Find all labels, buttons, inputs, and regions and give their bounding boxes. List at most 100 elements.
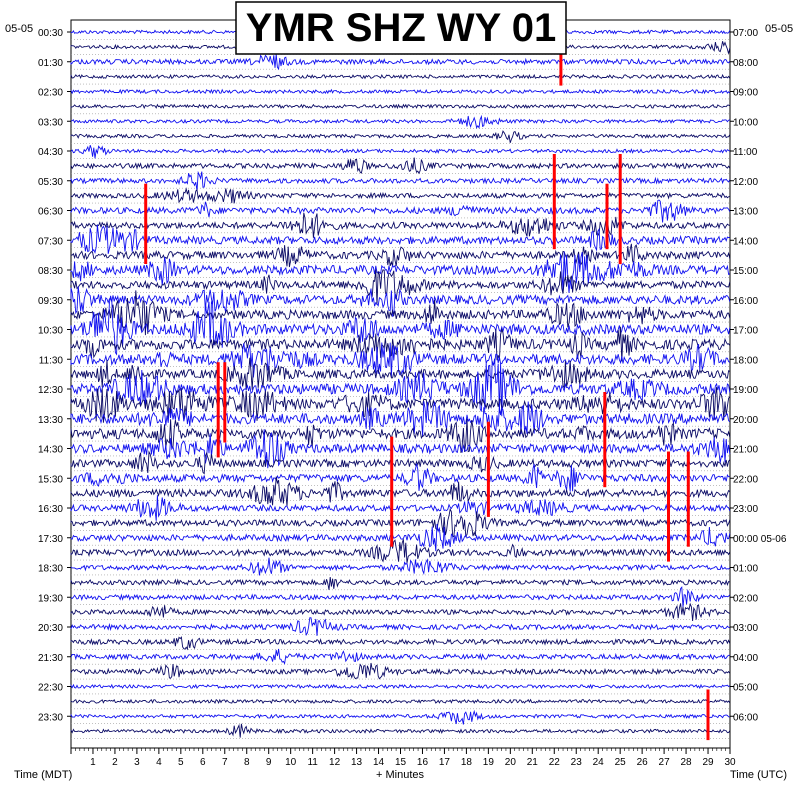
trace-row	[70, 577, 730, 590]
left-time-label: 21:30	[38, 653, 63, 664]
left-time-label: 18:30	[38, 564, 63, 575]
minute-tick-label: 20	[505, 757, 517, 768]
trace-layer	[70, 24, 731, 738]
right-time-label: 14:00	[733, 236, 758, 247]
trace-row	[70, 617, 730, 637]
clipped-event	[618, 154, 622, 265]
minute-tick-label: 18	[461, 757, 473, 768]
minute-tick-label: 28	[681, 757, 693, 768]
minute-tick-label: 27	[659, 757, 671, 768]
left-time-label: 20:30	[38, 623, 63, 634]
right-time-label: 16:00	[733, 296, 758, 307]
trace-row	[70, 698, 731, 705]
minute-tick-label: 14	[373, 757, 385, 768]
right-time-label: 19:00	[733, 385, 758, 396]
trace-row	[70, 648, 730, 665]
left-time-label: 05:30	[38, 177, 63, 188]
trace-row	[70, 476, 731, 507]
left-time-label: 12:30	[38, 385, 63, 396]
trace-row	[70, 636, 731, 651]
minute-tick-label: 10	[285, 757, 297, 768]
right-time-label: 21:00	[733, 445, 758, 456]
trace-row	[70, 342, 731, 378]
trace-row	[70, 114, 730, 129]
right-time-label: 00:00 05-06	[733, 534, 787, 545]
right-time-label: 17:00	[733, 326, 758, 337]
clipped-event	[216, 362, 220, 458]
clipped-event	[603, 392, 607, 488]
ytick-layer: 00:30 01:30 02:30 03:30 04:30 05:30 06:30 07:30…	[38, 28, 787, 723]
left-time-label: 22:30	[38, 683, 63, 694]
minute-tick-label: 29	[702, 757, 714, 768]
minute-tick-label: 24	[593, 757, 605, 768]
right-time-label: 20:00	[733, 415, 758, 426]
left-date-label: 05-05	[5, 23, 33, 35]
trace-row	[70, 450, 731, 475]
clipped-event	[486, 421, 490, 517]
trace-row	[70, 73, 731, 80]
left-time-label: 07:30	[38, 236, 63, 247]
trace-row	[70, 286, 731, 318]
x-axis-label: + Minutes	[376, 769, 424, 781]
trace-row	[70, 463, 730, 492]
minute-tick-label: 12	[329, 757, 341, 768]
minute-tick-label: 13	[351, 757, 363, 768]
minute-tick-label: 4	[156, 757, 162, 768]
clipped-event	[552, 154, 556, 250]
left-time-label: 00:30	[38, 28, 63, 39]
trace-row	[70, 662, 731, 680]
trace-row	[70, 103, 731, 110]
trace-row	[70, 358, 731, 417]
right-time-label: 22:00	[733, 474, 758, 485]
trace-row	[70, 357, 731, 391]
right-time-label: 01:00	[733, 564, 758, 575]
minute-tick-label: 17	[439, 757, 451, 768]
right-time-label: 15:00	[733, 266, 758, 277]
trace-row	[70, 495, 731, 521]
right-time-label: 08:00	[733, 58, 758, 69]
chart-title: YMR SHZ WY 01	[246, 6, 556, 50]
trace-row	[70, 723, 731, 738]
minute-tick-label: 22	[549, 757, 561, 768]
trace-row	[70, 88, 731, 95]
right-time-label: 03:00	[733, 623, 758, 634]
trace-row	[70, 602, 731, 621]
minute-tick-label: 2	[112, 757, 118, 768]
right-time-label: 07:00	[733, 28, 758, 39]
right-time-label: 11:00	[733, 147, 758, 158]
right-time-label: 04:00	[733, 653, 758, 664]
left-time-label: 15:30	[38, 474, 63, 485]
left-time-label: 01:30	[38, 58, 63, 69]
trace-row	[70, 269, 731, 306]
trace-row	[70, 523, 731, 552]
trace-row	[70, 429, 731, 469]
right-time-label: 09:00	[733, 88, 758, 99]
left-time-label: 19:30	[38, 593, 63, 604]
minute-tick-label: 16	[417, 757, 429, 768]
clipped-event	[686, 451, 690, 547]
trace-row	[70, 290, 731, 336]
left-time-label: 16:30	[38, 504, 63, 515]
right-time-label: 02:00	[733, 593, 758, 604]
left-time-label: 23:30	[38, 712, 63, 723]
minute-tick-label: 26	[637, 757, 649, 768]
trace-row	[70, 586, 731, 608]
trace-row	[70, 507, 731, 538]
trace-row	[70, 557, 731, 576]
minute-tick-label: 30	[724, 757, 736, 768]
clipped-event	[706, 689, 710, 741]
left-time-label: 10:30	[38, 326, 63, 337]
left-time-label: 06:30	[38, 207, 63, 218]
minute-tick-label: 5	[178, 757, 184, 768]
trace-row	[70, 418, 731, 453]
clipped-event	[605, 183, 609, 250]
right-date-label: 05-05	[765, 23, 793, 35]
left-time-label: 11:30	[39, 355, 64, 366]
left-time-label: 14:30	[38, 445, 63, 456]
trace-row	[70, 709, 730, 725]
minute-tick-label: 1	[90, 757, 96, 768]
title-box: YMR SHZ WY 01	[235, 1, 567, 55]
left-time-label: 13:30	[38, 415, 63, 426]
clip-layer	[144, 49, 710, 741]
right-time-label: 10:00	[733, 117, 758, 128]
